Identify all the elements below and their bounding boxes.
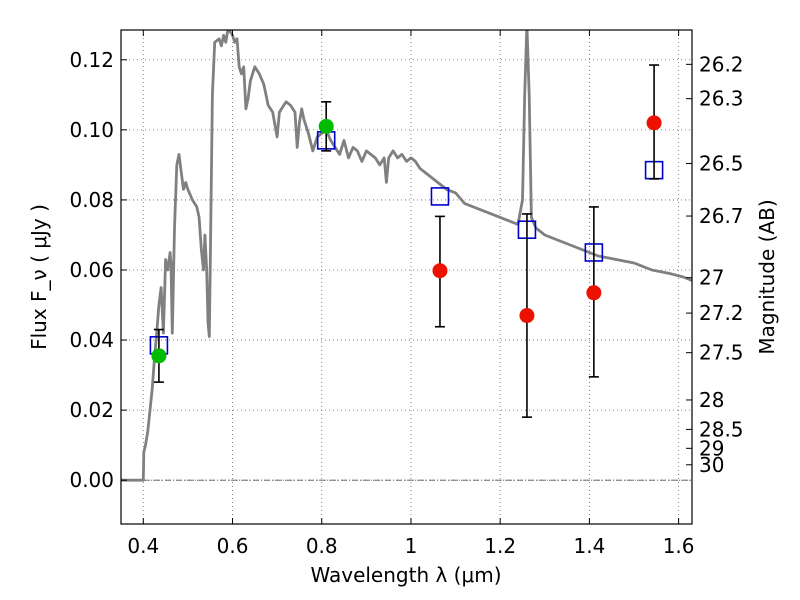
y-tick-label: 0.02 [69,398,114,422]
plot-frame [120,29,693,525]
x-axis-label: Wavelength λ (μm) [310,563,501,587]
x-tick-label: 1.4 [573,534,605,558]
x-tick-label: 1.2 [484,534,516,558]
right-tick-label: 29 [699,436,724,460]
right-tick-label: 27 [699,266,724,290]
y-tick-label: 0.06 [69,258,114,282]
right-tick-label: 26.5 [699,151,744,175]
y-tick-label: 0.10 [69,118,114,142]
x-tick-label: 0.8 [306,534,338,558]
detection-point [151,348,167,364]
x-tick-label: 0.4 [127,534,159,558]
y-axis-label-right: Magnitude (AB) [755,199,779,354]
right-tick-label: 26.2 [699,52,744,76]
right-tick-label: 26.3 [699,87,744,111]
template-spectrum-line [121,30,692,482]
right-tick-label: 27.5 [699,341,744,365]
detection-point [318,118,334,134]
measurement-point [646,115,662,131]
plot-background [121,30,692,524]
grid [121,30,692,524]
right-tick-label: 28.5 [699,417,744,441]
y-tick-label: 0.04 [69,328,114,352]
x-tick-label: 1 [405,534,418,558]
x-tick-label: 0.6 [217,534,249,558]
y-tick-label: 0.00 [69,468,114,492]
measurement-point [432,263,448,279]
right-tick-label: 30 [699,453,724,477]
y-tick-label: 0.12 [69,48,114,72]
right-tick-label: 27.2 [699,301,744,325]
right-tick-label: 28 [699,388,724,412]
y-axis-label: Flux F_ν ( μJy ) [27,204,51,350]
markers [149,64,664,418]
x-tick-label: 1.6 [663,534,695,558]
measurement-point [586,285,602,301]
model-flux-square [430,187,450,206]
y-tick-label: 0.08 [69,188,114,212]
right-tick-label: 26.7 [699,204,744,228]
measurement-point [519,308,535,324]
ticks: 0.4 0.6 0.8 1 1.2 1.4 1.6 0.00 0.02 0.04 0.06 0.08 0… [69,30,744,558]
plot-area [121,30,692,482]
